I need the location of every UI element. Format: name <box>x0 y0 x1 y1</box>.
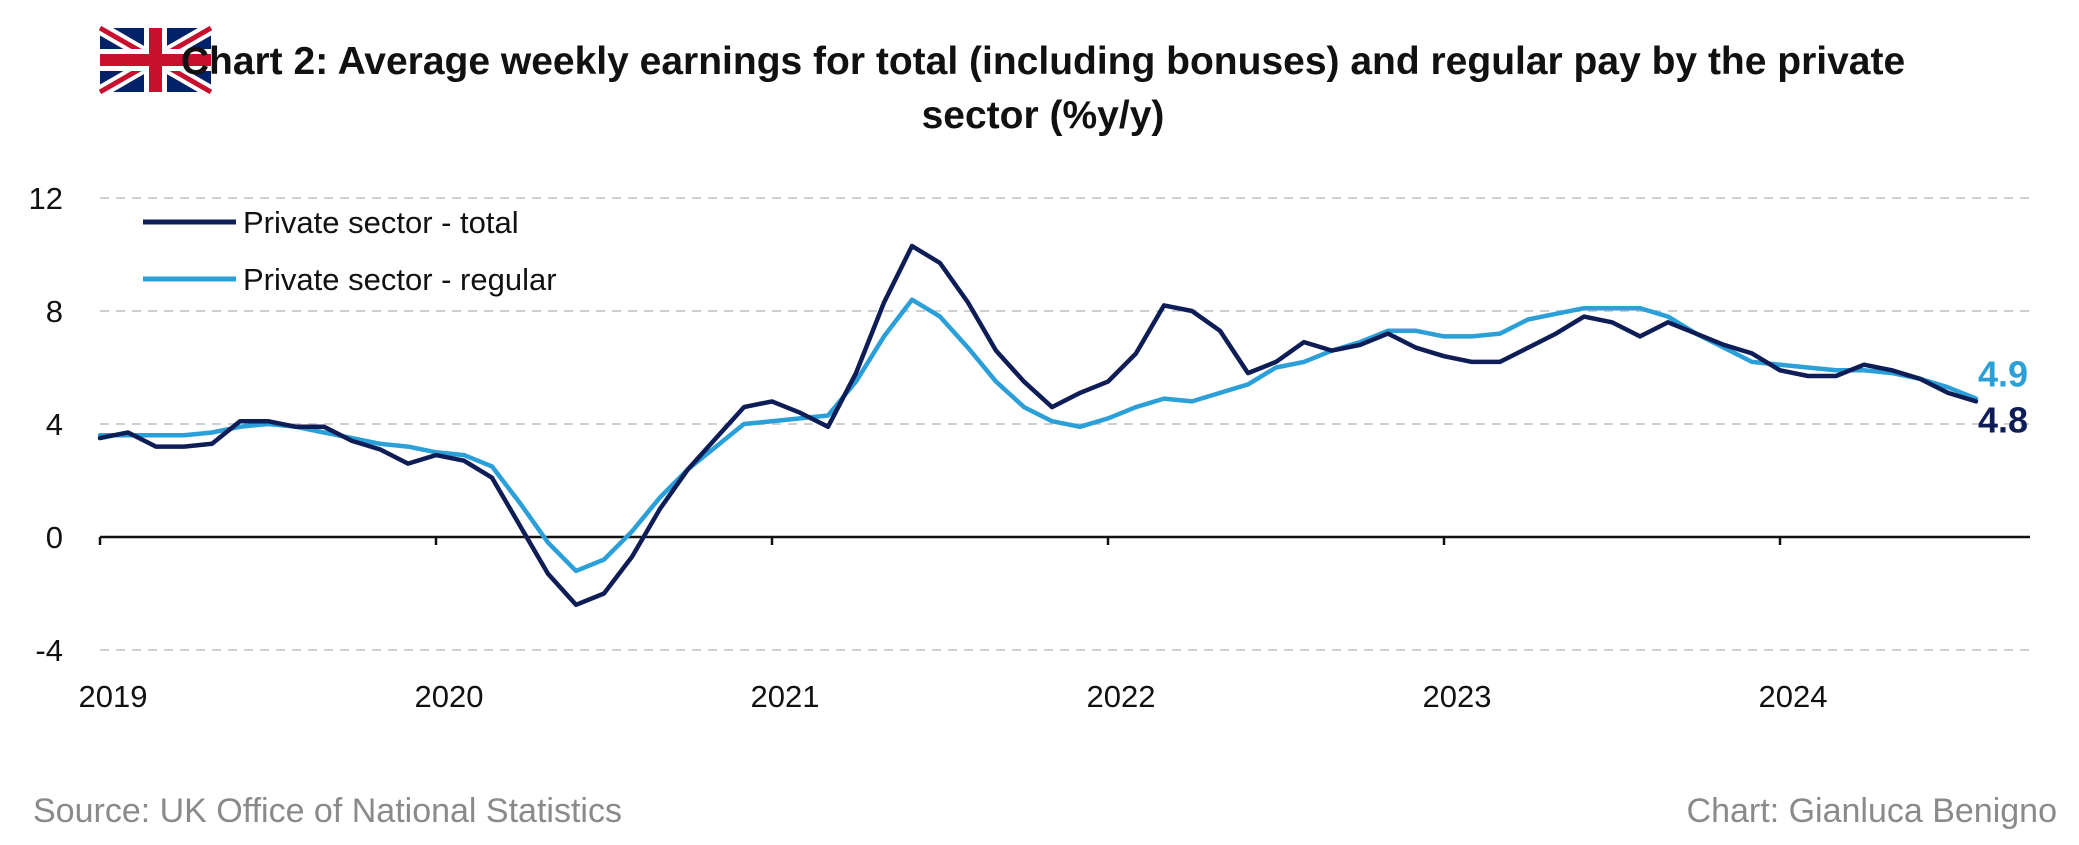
y-tick-label: 8 <box>46 294 63 329</box>
x-tick-label: 2021 <box>751 679 820 714</box>
chart-title-line-1: Chart 2: Average weekly earnings for tot… <box>181 40 1905 83</box>
x-tick-label: 2020 <box>415 679 484 714</box>
legend-label-total: Private sector - total <box>243 205 519 240</box>
y-tick-label: 0 <box>46 520 63 555</box>
chart-credit: Chart: Gianluca Benigno <box>1687 792 2057 830</box>
x-tick-label: 2019 <box>79 679 148 714</box>
legend-label-regular: Private sector - regular <box>243 262 557 297</box>
uk-flag-icon <box>96 22 215 98</box>
end-labels: 4.94.8 <box>1978 354 2028 441</box>
series-line-total <box>97 243 1979 608</box>
chart-title-line-2: sector (%y/y) <box>922 94 1165 137</box>
x-axis: 2019 2020 2021 2022 2023 2024 <box>79 535 2030 714</box>
y-tick-label: 12 <box>29 181 63 216</box>
series-lines <box>97 243 1979 608</box>
y-tick-label: -4 <box>35 633 63 668</box>
source-note: Source: UK Office of National Statistics <box>33 792 622 830</box>
end-label-total: 4.8 <box>1978 399 2028 440</box>
series-line-regular <box>97 297 1979 574</box>
y-axis-tick-labels: 12 8 4 0 -4 <box>29 181 63 668</box>
x-tick-label: 2023 <box>1423 679 1492 714</box>
y-tick-label: 4 <box>46 407 63 442</box>
end-label-regular: 4.9 <box>1978 354 2028 395</box>
legend: Private sector - total Private sector - … <box>143 205 557 297</box>
x-tick-label: 2022 <box>1087 679 1156 714</box>
x-tick-label: 2024 <box>1759 679 1828 714</box>
